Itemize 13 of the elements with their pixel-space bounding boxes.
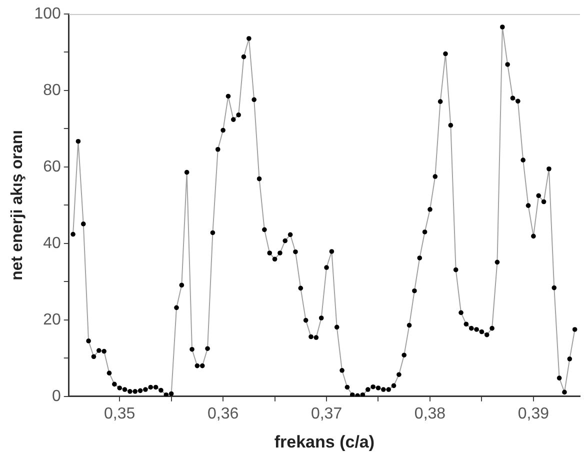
x-tick-label: 0,35 [104,405,136,422]
y-tick-label: 20 [43,311,61,328]
y-tick-label: 100 [34,5,61,22]
y-axis-title: net enerji akış oranı [9,130,26,280]
x-tick-label: 0,38 [414,405,446,422]
x-tick-label: 0,36 [207,405,239,422]
y-tick-label: 40 [43,234,61,252]
x-axis-title: frekans (c/a) [274,432,375,452]
y-tick-label: 0 [52,388,61,405]
x-tick-label: 0,39 [518,405,550,422]
y-tick-label: 80 [43,82,61,99]
x-tick-label: 0,37 [310,405,342,422]
y-tick-label: 60 [43,158,61,176]
